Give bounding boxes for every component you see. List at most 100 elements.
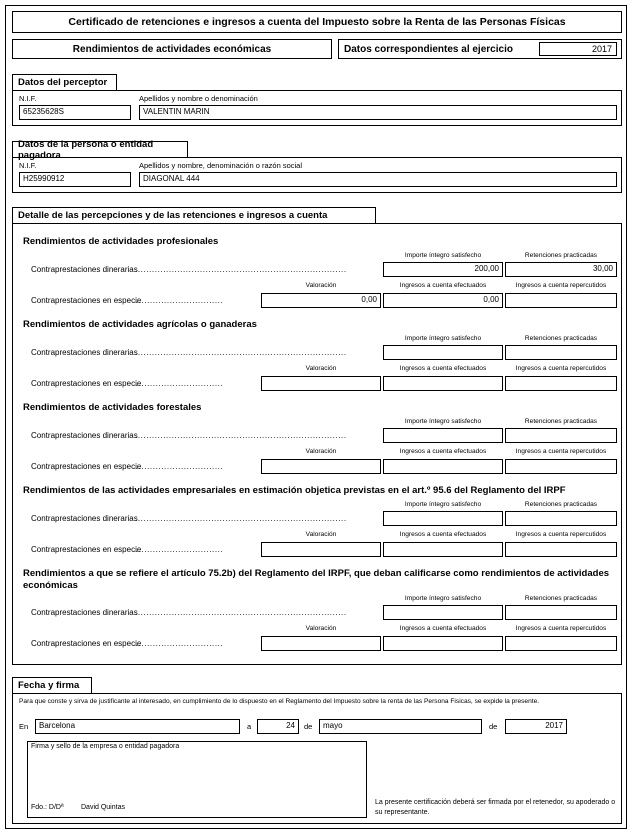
- input-importe-2[interactable]: [383, 428, 503, 443]
- input-ingresos-efec-3[interactable]: [383, 542, 503, 557]
- input-ingresos-reper-0[interactable]: [505, 293, 617, 308]
- fecha-firma-panel: Para que conste y sirva de justificante …: [12, 693, 622, 824]
- perceptor-section-tab: Datos del perceptor: [12, 74, 117, 91]
- legal-text: Para que conste y sirva de justificante …: [19, 698, 540, 705]
- col-head-ingresos-reper-3: Ingresos a cuenta repercutidos: [515, 531, 607, 538]
- row-label-especie-3: Contraprestaciones en especie: [31, 545, 142, 554]
- perceptor-nif-input[interactable]: 65235628S: [19, 105, 131, 120]
- anio-input[interactable]: 2017: [505, 719, 567, 734]
- col-head-retenciones-3: Retenciones practicadas: [524, 501, 598, 508]
- row-dots-especie-3: ................................: [133, 545, 224, 554]
- pagador-name-input[interactable]: DIAGONAL 444: [139, 172, 617, 187]
- row-label-dinerarias-0: Contraprestaciones dinerarias: [31, 265, 138, 274]
- input-retenciones-4[interactable]: [505, 605, 617, 620]
- col-head-valoracion-0: Valoración: [305, 282, 337, 289]
- de-label-1: de: [304, 722, 313, 731]
- input-ingresos-efec-2[interactable]: [383, 459, 503, 474]
- col-head-importe-3: Importe íntegro satisfecho: [404, 501, 482, 508]
- row-label-dinerarias-4: Contraprestaciones dinerarias: [31, 608, 138, 617]
- col-head-ingresos-reper-4: Ingresos a cuenta repercutidos: [515, 625, 607, 632]
- row-dots-especie-0: ................................: [133, 296, 224, 305]
- fiscal-year-label: Datos correspondientes al ejercicio: [344, 43, 513, 55]
- row-dots-4: ........................................…: [135, 608, 347, 617]
- row-dots-1: ........................................…: [135, 348, 347, 357]
- section-title-4: Rendimientos a que se refiere el artícul…: [23, 568, 610, 591]
- section-title-0: Rendimientos de actividades profesionale…: [23, 236, 219, 247]
- input-ingresos-reper-3[interactable]: [505, 542, 617, 557]
- row-dots-3: ........................................…: [135, 514, 347, 523]
- input-ingresos-efec-4[interactable]: [383, 636, 503, 651]
- section-title-3: Rendimientos de las actividades empresar…: [23, 485, 566, 496]
- input-importe-3[interactable]: [383, 511, 503, 526]
- col-head-importe-1: Importe íntegro satisfecho: [404, 335, 482, 342]
- pagador-section-tab: Datos de la persona o entidad pagadora: [12, 139, 188, 161]
- input-importe-4[interactable]: [383, 605, 503, 620]
- en-label: En: [19, 722, 29, 731]
- col-head-importe-2: Importe íntegro satisfecho: [404, 418, 482, 425]
- input-ingresos-reper-4[interactable]: [505, 636, 617, 651]
- input-valoracion-1[interactable]: [261, 376, 381, 391]
- section-title-2: Rendimientos de actividades forestales: [23, 402, 202, 413]
- row-dots-especie-1: ................................: [133, 379, 224, 388]
- row-label-dinerarias-2: Contraprestaciones dinerarias: [31, 431, 138, 440]
- perceptor-name-input[interactable]: VALENTIN MARIN: [139, 105, 617, 120]
- col-head-ingresos-efec-3: Ingresos a cuenta efectuados: [399, 531, 487, 538]
- col-head-ingresos-reper-0: Ingresos a cuenta repercutidos: [515, 282, 607, 289]
- input-valoracion-2[interactable]: [261, 459, 381, 474]
- col-head-ingresos-reper-2: Ingresos a cuenta repercutidos: [515, 448, 607, 455]
- fiscal-year-block: Datos correspondientes al ejercicio 2017: [338, 39, 622, 59]
- signature-caption: Firma y sello de la empresa o entidad pa…: [31, 743, 180, 750]
- row-label-dinerarias-3: Contraprestaciones dinerarias: [31, 514, 138, 523]
- perceptor-panel: N.I.F. Apellidos y nombre o denominación…: [12, 90, 622, 126]
- row-dots-especie-4: ................................: [133, 639, 224, 648]
- input-valoracion-4[interactable]: [261, 636, 381, 651]
- input-ingresos-efec-1[interactable]: [383, 376, 503, 391]
- certification-note: La presente certificación deberá ser fir…: [375, 799, 616, 816]
- input-importe-1[interactable]: [383, 345, 503, 360]
- input-ingresos-reper-1[interactable]: [505, 376, 617, 391]
- fiscal-year-input[interactable]: 2017: [539, 42, 617, 56]
- col-head-ingresos-reper-1: Ingresos a cuenta repercutidos: [515, 365, 607, 372]
- row-label-especie-1: Contraprestaciones en especie: [31, 379, 142, 388]
- col-head-retenciones-2: Retenciones practicadas: [524, 418, 598, 425]
- a-label: a: [247, 722, 252, 731]
- input-retenciones-2[interactable]: [505, 428, 617, 443]
- mes-input[interactable]: mayo: [319, 719, 482, 734]
- input-ingresos-reper-2[interactable]: [505, 459, 617, 474]
- col-head-retenciones-1: Retenciones practicadas: [524, 335, 598, 342]
- lugar-input[interactable]: Barcelona: [35, 719, 240, 734]
- fdo-value[interactable]: David Quintas: [81, 804, 125, 811]
- fdo-label: Fdo.: D/Dª: [31, 804, 64, 811]
- de-label-2: de: [489, 722, 498, 731]
- fecha-firma-section-tab: Fecha y firma: [12, 677, 92, 694]
- pagador-nif-input[interactable]: H25990912: [19, 172, 131, 187]
- pagador-name-label: Apellidos y nombre, denominación o razón…: [139, 161, 303, 170]
- input-valoracion-0[interactable]: 0,00: [261, 293, 381, 308]
- pagador-panel: N.I.F. Apellidos y nombre, denominación …: [12, 157, 622, 193]
- col-head-valoracion-4: Valoración: [305, 625, 337, 632]
- document-title: Certificado de retenciones e ingresos a …: [12, 11, 622, 33]
- input-retenciones-3[interactable]: [505, 511, 617, 526]
- dia-input[interactable]: 24: [257, 719, 299, 734]
- row-label-dinerarias-1: Contraprestaciones dinerarias: [31, 348, 138, 357]
- perceptor-nif-label: N.I.F.: [19, 94, 37, 103]
- input-retenciones-1[interactable]: [505, 345, 617, 360]
- col-head-retenciones-0: Retenciones practicadas: [524, 252, 598, 259]
- row-label-especie-0: Contraprestaciones en especie: [31, 296, 142, 305]
- col-head-ingresos-efec-4: Ingresos a cuenta efectuados: [399, 625, 487, 632]
- input-retenciones-0[interactable]: 30,00: [505, 262, 617, 277]
- row-label-especie-2: Contraprestaciones en especie: [31, 462, 142, 471]
- section-title-1: Rendimientos de actividades agrícolas o …: [23, 319, 257, 330]
- input-valoracion-3[interactable]: [261, 542, 381, 557]
- col-head-valoracion-2: Valoración: [305, 448, 337, 455]
- col-head-valoracion-1: Valoración: [305, 365, 337, 372]
- row-dots-2: ........................................…: [135, 431, 347, 440]
- subtitle-activities: Rendimientos de actividades económicas: [12, 39, 332, 59]
- pagador-nif-label: N.I.F.: [19, 161, 37, 170]
- row-label-especie-4: Contraprestaciones en especie: [31, 639, 142, 648]
- row-dots-0: ........................................…: [135, 265, 347, 274]
- signature-stamp-box[interactable]: Firma y sello de la empresa o entidad pa…: [27, 741, 367, 818]
- detalle-panel: Rendimientos de actividades profesionale…: [12, 223, 622, 665]
- input-importe-0[interactable]: 200,00: [383, 262, 503, 277]
- input-ingresos-efec-0[interactable]: 0,00: [383, 293, 503, 308]
